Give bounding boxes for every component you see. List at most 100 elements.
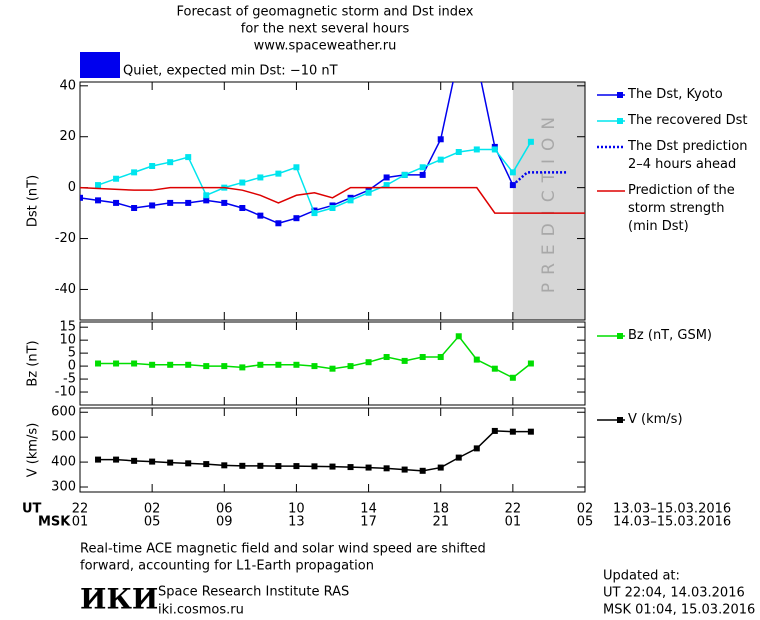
updated-line: UT 22:04, 14.03.2016: [603, 586, 745, 601]
point: [473, 356, 480, 363]
point: [185, 199, 192, 206]
point: [239, 462, 246, 469]
series-layer: [95, 333, 534, 381]
y-tick-label: 40: [59, 78, 76, 93]
point: [437, 136, 444, 143]
point: [131, 205, 138, 211]
y-tick-label: 10: [59, 333, 76, 348]
prediction-label: PREDICTION: [539, 109, 559, 293]
y-tick-label: -10: [55, 385, 76, 400]
point: [95, 360, 102, 367]
point: [383, 182, 390, 189]
ut-label: UT: [22, 502, 42, 517]
point: [275, 361, 282, 368]
point: [293, 361, 300, 368]
point: [509, 374, 516, 381]
y-axis-label: V (km/s): [26, 423, 41, 478]
legend-marker: [617, 333, 623, 339]
x-tick-label: 10: [288, 502, 305, 517]
point: [329, 463, 336, 470]
msk-label: MSK: [38, 515, 71, 530]
legend-marker: [617, 92, 623, 98]
x-tick-label: 14: [360, 502, 377, 517]
point: [383, 465, 390, 472]
point: [203, 197, 210, 204]
point: [329, 205, 336, 211]
point: [437, 464, 444, 471]
point: [293, 164, 300, 171]
url: iki.cosmos.ru: [158, 603, 244, 618]
x-tick-label-msk: 05: [144, 515, 161, 530]
point: [311, 210, 318, 217]
x-tick-label: 18: [432, 502, 449, 517]
point: [365, 359, 372, 366]
plot-frame: [79, 321, 586, 406]
point: [167, 459, 174, 466]
y-tick-label: 400: [51, 455, 76, 470]
series-line: [512, 171, 567, 187]
point: [509, 428, 516, 435]
x-tick-label: 06: [216, 502, 233, 517]
prediction-band: [512, 82, 585, 320]
point: [167, 159, 174, 166]
y-tick-label: 600: [51, 405, 76, 420]
y-tick-label: -5: [63, 372, 76, 387]
series-line: [97, 141, 532, 214]
ut-range: 13.03–15.03.2016: [613, 502, 731, 517]
x-tick-label-msk: 13: [288, 515, 305, 530]
point: [455, 454, 462, 461]
series-layer: [95, 427, 534, 474]
y-tick-label: 0: [68, 180, 76, 195]
y-tick-label: 500: [51, 430, 76, 445]
point: [113, 199, 120, 206]
point: [257, 462, 264, 469]
point: [437, 354, 444, 361]
legend-marker: [617, 417, 623, 423]
point: [80, 194, 83, 201]
point: [419, 354, 426, 361]
x-tick-label: 22: [505, 502, 522, 517]
point: [113, 360, 120, 367]
point: [113, 175, 120, 182]
point: [275, 220, 282, 227]
point: [293, 215, 300, 222]
point: [203, 461, 210, 468]
point: [401, 357, 408, 364]
point: [365, 189, 372, 196]
point: [293, 463, 300, 470]
point: [185, 361, 192, 368]
point: [131, 457, 138, 464]
institute: Space Research Institute RAS: [158, 585, 349, 600]
point: [383, 174, 390, 181]
logo: ИКИ: [80, 583, 158, 616]
point: [347, 464, 354, 471]
point: [131, 169, 138, 176]
point: [491, 146, 498, 153]
point: [149, 361, 156, 368]
y-tick-label: 15: [59, 320, 76, 335]
point: [185, 460, 192, 467]
point: [527, 428, 534, 435]
point: [401, 171, 408, 178]
y-axis-label: Bz (nT): [26, 340, 41, 386]
point: [455, 149, 462, 155]
point: [311, 363, 318, 370]
point: [221, 363, 228, 370]
point: [239, 364, 246, 371]
point: [203, 192, 210, 199]
point: [95, 456, 102, 463]
legend-label: The recovered Dst: [628, 113, 748, 128]
legend-label: The Dst, Kyoto: [628, 87, 723, 102]
x-tick-label-msk: 05: [577, 515, 594, 530]
point: [221, 462, 228, 469]
title-line: www.spaceweather.ru: [254, 39, 397, 54]
point: [474, 57, 480, 63]
point: [473, 445, 480, 452]
point: [167, 361, 174, 368]
legend-label: The Dst prediction 2–4 hours ahead: [628, 139, 748, 172]
plot-frame: [79, 407, 586, 493]
point: [401, 466, 408, 473]
y-axis-label: Dst (nT): [26, 175, 41, 227]
point: [275, 463, 282, 470]
